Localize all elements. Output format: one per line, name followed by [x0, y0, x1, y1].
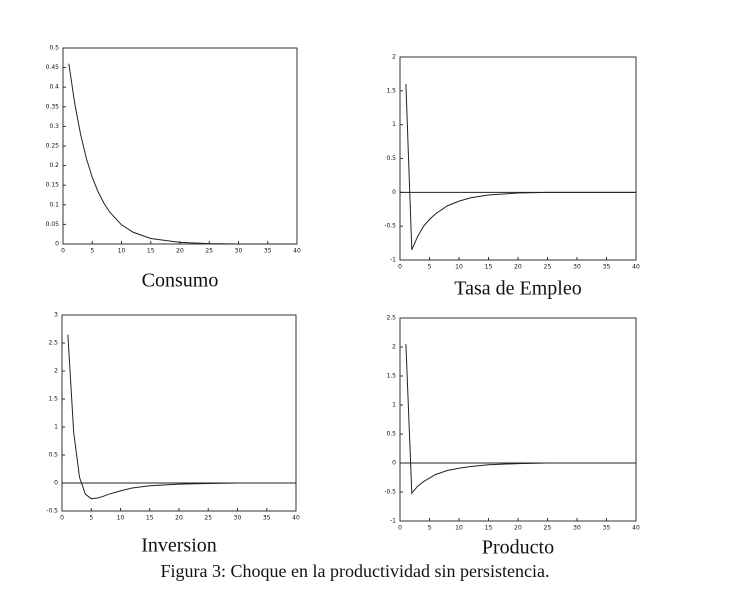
- y-tick-label: 2: [392, 54, 396, 61]
- x-tick-label: 10: [455, 525, 463, 532]
- plot-frame: [61, 314, 297, 512]
- x-tick-label: 40: [632, 525, 640, 532]
- x-tick-label: 15: [485, 525, 493, 532]
- y-tick-label: -1: [390, 257, 396, 264]
- y-tick-label: 0: [54, 480, 58, 487]
- y-tick-label: 0.25: [46, 143, 60, 150]
- y-tick-label: 1.5: [386, 87, 396, 94]
- y-tick-label: 2: [392, 344, 396, 351]
- x-tick-label: 30: [235, 248, 243, 255]
- y-tick-label: 0.5: [48, 452, 58, 459]
- y-tick-label: -0.5: [384, 489, 396, 496]
- x-tick-label: 40: [632, 264, 640, 271]
- y-tick-label: 2.5: [48, 340, 58, 347]
- caption: Figura 3: Choque en la productividad sin…: [161, 561, 550, 581]
- y-tick-label: 0.5: [49, 45, 59, 52]
- chart-title: Inversion: [141, 535, 217, 557]
- y-tick-label: 0.2: [49, 162, 59, 169]
- x-tick-label: 25: [544, 525, 552, 532]
- y-tick-label: 1.5: [48, 396, 58, 403]
- x-tick-label: 30: [573, 264, 581, 271]
- y-tick-label: 0.35: [46, 103, 60, 110]
- chart-title: Consumo: [142, 270, 219, 292]
- x-tick-label: 40: [292, 515, 300, 522]
- y-tick-label: -1: [390, 518, 396, 525]
- y-tick-label: 0.3: [49, 123, 59, 130]
- y-tick-label: 0.5: [386, 431, 396, 438]
- x-tick-label: 15: [485, 264, 493, 271]
- x-tick-label: 5: [428, 264, 432, 271]
- x-tick-label: 35: [603, 525, 611, 532]
- x-tick-label: 10: [455, 264, 463, 271]
- x-tick-label: 35: [263, 515, 271, 522]
- y-tick-label: 2: [54, 368, 58, 375]
- x-tick-label: 0: [60, 515, 64, 522]
- x-tick-label: 0: [398, 525, 402, 532]
- x-tick-label: 35: [264, 248, 272, 255]
- x-tick-label: 15: [147, 248, 155, 255]
- y-tick-label: 0.05: [46, 221, 60, 228]
- y-tick-label: -0.5: [46, 508, 58, 515]
- line: [68, 63, 297, 245]
- y-tick-label: 0.45: [46, 64, 60, 71]
- x-tick-label: 25: [204, 515, 212, 522]
- line: [405, 344, 636, 495]
- plot-frame: [399, 56, 637, 261]
- y-tick-label: 3: [54, 312, 58, 319]
- y-tick-label: 1: [54, 424, 58, 431]
- x-tick-label: 35: [603, 264, 611, 271]
- y-tick-label: -0.5: [384, 223, 396, 230]
- x-tick-label: 5: [90, 248, 94, 255]
- chart-title: Tasa de Empleo: [454, 278, 581, 300]
- y-tick-label: 1.5: [386, 373, 396, 380]
- y-tick-label: 0.5: [386, 155, 396, 162]
- x-tick-label: 20: [514, 525, 522, 532]
- plot-frame: [399, 317, 637, 522]
- x-tick-label: 5: [89, 515, 93, 522]
- line: [67, 334, 296, 500]
- plot-frame: [62, 47, 298, 245]
- x-tick-label: 30: [573, 525, 581, 532]
- x-tick-label: 30: [234, 515, 242, 522]
- y-tick-label: 0: [392, 460, 396, 467]
- y-tick-label: 0: [55, 241, 59, 248]
- y-tick-label: 1: [392, 121, 396, 128]
- y-tick-label: 2.5: [386, 315, 396, 322]
- y-tick-label: 1: [392, 402, 396, 409]
- chart-title: Producto: [482, 537, 554, 559]
- line: [405, 84, 636, 251]
- x-tick-label: 0: [61, 248, 65, 255]
- y-tick-label: 0: [392, 189, 396, 196]
- x-tick-label: 40: [293, 248, 301, 255]
- x-tick-label: 15: [146, 515, 154, 522]
- x-tick-label: 0: [398, 264, 402, 271]
- y-tick-label: 0.1: [49, 201, 59, 208]
- x-tick-label: 25: [544, 264, 552, 271]
- x-tick-label: 25: [205, 248, 213, 255]
- x-tick-label: 10: [117, 515, 125, 522]
- x-tick-label: 10: [118, 248, 126, 255]
- y-tick-label: 0.15: [46, 182, 60, 189]
- y-tick-label: 0.4: [49, 84, 59, 91]
- x-tick-label: 20: [175, 515, 183, 522]
- x-tick-label: 20: [176, 248, 184, 255]
- x-tick-label: 20: [514, 264, 522, 271]
- x-tick-label: 5: [428, 525, 432, 532]
